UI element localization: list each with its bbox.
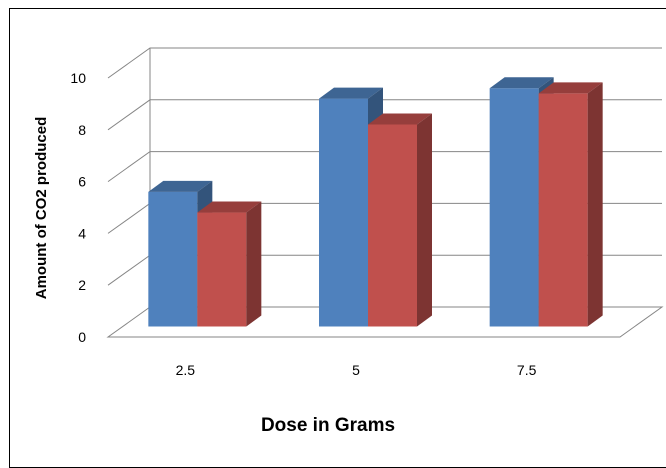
bar-top (319, 87, 383, 99)
bar-front (368, 124, 417, 327)
bar (538, 82, 603, 327)
bars (148, 77, 603, 327)
bar (197, 201, 262, 327)
bar-front (538, 93, 588, 327)
y-tick-label: 6 (78, 174, 86, 190)
bar-top (148, 180, 213, 192)
x-tick-label: 2.5 (176, 362, 196, 378)
bar-front (319, 98, 368, 327)
bar-side (417, 113, 432, 327)
x-tick-label: 5 (352, 362, 360, 378)
bar-front (197, 212, 247, 327)
bar-front (148, 191, 198, 327)
y-tick-label: 0 (78, 329, 86, 345)
bar-front (489, 88, 539, 327)
bar-side (246, 201, 262, 327)
x-axis-ticks: 2.5 5 7.5 (176, 362, 537, 378)
y-tick-label: 8 (78, 122, 86, 138)
y-tick-label: 2 (78, 277, 86, 293)
bar-top (368, 113, 432, 125)
y-tick-label: 4 (78, 225, 86, 241)
bar (368, 113, 432, 327)
x-tick-label: 7.5 (517, 362, 537, 378)
y-axis-ticks: 0 2 4 6 8 10 (70, 70, 86, 345)
bar-chart: 0 2 4 6 8 10 2.5 5 7.5 Amount of CO2 produced D… (33, 47, 664, 434)
y-tick-label: 10 (70, 70, 86, 86)
bar-side (587, 82, 603, 327)
gridline (107, 47, 662, 79)
bar-top (197, 201, 262, 213)
bar-top (538, 82, 603, 94)
floor (106, 306, 664, 338)
y-axis-title: Amount of CO2 produced (33, 117, 50, 300)
x-axis-title: Dose in Grams (261, 415, 395, 434)
bar-top (489, 77, 554, 89)
